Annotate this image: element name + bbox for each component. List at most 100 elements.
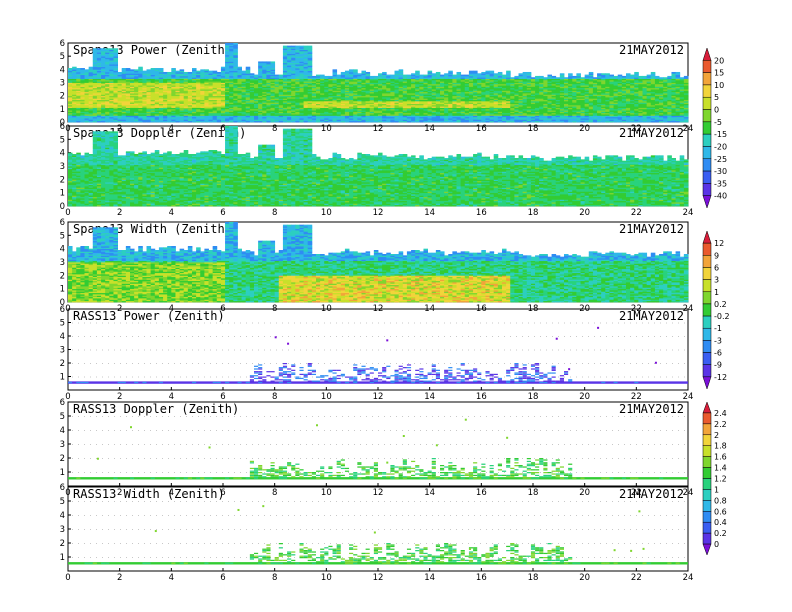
heatmap-cell (254, 85, 259, 87)
heatmap-cell (254, 110, 259, 112)
heatmap-cell (113, 60, 118, 62)
heatmap-cell (229, 58, 234, 61)
heatmap-cell (113, 74, 118, 77)
heatmap-cell (150, 103, 156, 106)
heatmap-cell (130, 71, 135, 74)
heatmap-cell (200, 83, 205, 86)
heatmap-cell (200, 114, 205, 116)
heatmap-cell (92, 83, 98, 86)
heatmap-cell (117, 116, 123, 119)
heatmap-cell (130, 95, 135, 98)
heatmap-cell (92, 96, 98, 99)
heatmap-cell (225, 52, 230, 54)
heatmap-cell (249, 118, 255, 120)
heatmap-cell (80, 89, 85, 91)
heatmap-cell (212, 116, 218, 119)
heatmap-cell (134, 102, 139, 104)
heatmap-cell (121, 98, 127, 101)
heatmap-cell (204, 110, 209, 112)
heatmap-cell (225, 91, 230, 94)
heatmap-cell (72, 106, 77, 108)
heatmap-cell (113, 73, 118, 75)
heatmap-cell (80, 112, 85, 115)
heatmap-cell (254, 115, 259, 118)
heatmap-cell (196, 73, 201, 75)
heatmap-cell (183, 89, 189, 91)
heatmap-cell (535, 75, 540, 78)
heatmap-cell (101, 89, 106, 91)
heatmap-cell (146, 82, 152, 85)
heatmap-cell (72, 79, 77, 82)
heatmap-cell (92, 95, 98, 98)
heatmap-cell (88, 102, 94, 104)
heatmap-cell (249, 75, 255, 78)
heatmap-cell (96, 53, 102, 56)
heatmap-cell (105, 112, 110, 115)
heatmap-cell (101, 74, 106, 77)
heatmap-cell (237, 118, 242, 120)
heatmap-cell (154, 90, 160, 93)
heatmap-cell (179, 116, 185, 119)
heatmap-cell (113, 69, 118, 72)
heatmap-cell (80, 87, 85, 90)
heatmap-cell (192, 71, 197, 74)
heatmap-cell (171, 71, 176, 74)
heatmap-cell (121, 73, 127, 75)
heatmap-cell (187, 110, 193, 112)
heatmap-cell (150, 102, 156, 104)
heatmap-cell (146, 103, 152, 106)
heatmap-cell (233, 91, 238, 94)
heatmap-cell (225, 48, 230, 50)
heatmap-cell (254, 100, 259, 103)
heatmap-cell (233, 93, 238, 95)
heatmap-cell (390, 74, 395, 77)
heatmap-cell (146, 90, 152, 93)
heatmap-cell (258, 111, 263, 114)
heatmap-cell (192, 96, 197, 99)
heatmap-cell (121, 78, 127, 81)
heatmap-cell (183, 111, 189, 114)
heatmap-cell (88, 108, 94, 111)
heatmap-cell (220, 120, 226, 123)
heatmap-cell (84, 91, 90, 94)
heatmap-cell (163, 82, 168, 85)
heatmap-cell (175, 98, 180, 101)
heatmap-cell (121, 107, 127, 110)
heatmap-cell (237, 79, 242, 82)
heatmap-cell (220, 104, 226, 107)
heatmap-cell (204, 103, 209, 106)
heatmap-cell (216, 85, 222, 87)
heatmap-cell (233, 77, 238, 79)
heatmap-cell (163, 81, 168, 83)
heatmap-cell (192, 86, 197, 89)
heatmap-cell (158, 99, 164, 102)
heatmap-cell (229, 52, 234, 54)
heatmap-cell (183, 74, 189, 77)
heatmap-cell (121, 86, 127, 89)
heatmap-cell (84, 83, 90, 86)
heatmap-cell (105, 100, 110, 103)
heatmap-cell (187, 95, 193, 98)
heatmap-cell (262, 82, 267, 85)
heatmap-cell (142, 114, 147, 116)
heatmap-cell (105, 119, 110, 122)
heatmap-cell (163, 89, 168, 91)
heatmap-cell (158, 78, 164, 81)
heatmap-cell (220, 119, 226, 122)
heatmap-cell (237, 73, 242, 75)
heatmap-cell (167, 103, 172, 106)
heatmap-cell (96, 71, 102, 74)
heatmap-cell (84, 75, 90, 78)
heatmap-cell (196, 120, 201, 123)
heatmap-cell (101, 78, 106, 81)
heatmap-cell (72, 112, 77, 115)
heatmap-cell (150, 90, 156, 93)
heatmap-cell (121, 99, 127, 102)
heatmap-cell (109, 118, 114, 120)
heatmap-cell (216, 93, 222, 95)
heatmap-cell (105, 87, 110, 90)
heatmap-cell (72, 73, 77, 75)
heatmap-cell (117, 100, 123, 103)
heatmap-cell (212, 119, 218, 122)
heatmap-cell (76, 85, 81, 87)
